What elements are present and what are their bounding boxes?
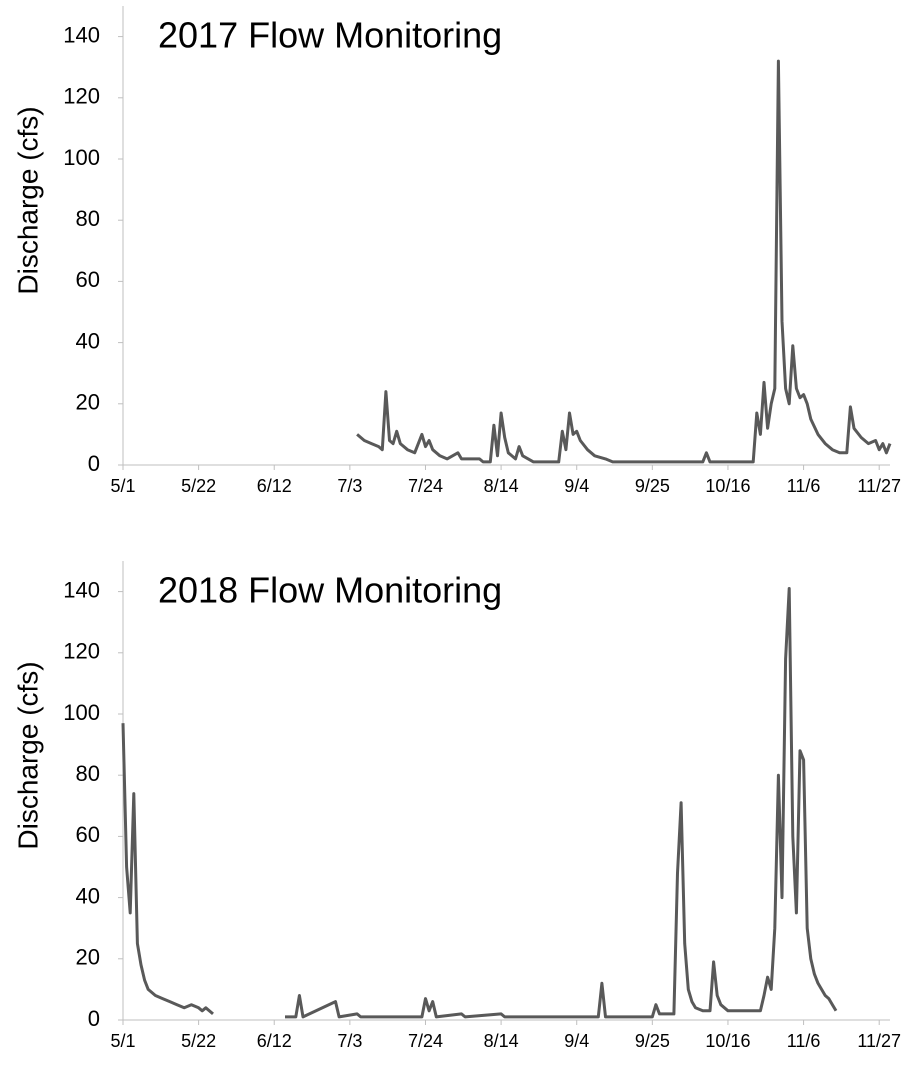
- y-axis-label: Discharge (cfs): [12, 106, 43, 294]
- x-tick-label: 11/6: [787, 1031, 821, 1051]
- x-tick-label: 10/16: [705, 1031, 750, 1051]
- x-tick-label: 6/12: [257, 1031, 292, 1051]
- x-tick-label: 11/6: [787, 476, 821, 496]
- x-tick-label: 5/1: [110, 1031, 135, 1051]
- y-tick-label: 40: [76, 328, 100, 353]
- y-tick-label: 60: [76, 267, 100, 292]
- x-tick-label: 10/16: [705, 476, 750, 496]
- x-tick-label: 7/24: [408, 1031, 443, 1051]
- x-tick-label: 7/24: [408, 476, 443, 496]
- y-tick-label: 120: [63, 639, 100, 664]
- x-tick-label: 5/22: [181, 1031, 216, 1051]
- flow-line: [121, 587, 838, 1019]
- x-tick-label: 6/12: [257, 476, 292, 496]
- x-tick-label: 8/14: [484, 1031, 519, 1051]
- x-tick-label: 9/25: [635, 1031, 670, 1051]
- x-tick-label: 11/27: [857, 1031, 901, 1051]
- y-tick-label: 40: [76, 883, 100, 908]
- y-tick-label: 0: [88, 1006, 100, 1031]
- chart-title: 2018 Flow Monitoring: [158, 570, 502, 611]
- x-tick-label: 8/14: [484, 476, 519, 496]
- x-tick-label: 7/3: [337, 1031, 362, 1051]
- x-tick-label: 9/4: [564, 476, 589, 496]
- x-tick-label: 7/3: [337, 476, 362, 496]
- y-tick-label: 60: [76, 822, 100, 847]
- x-tick-label: 11/27: [857, 476, 901, 496]
- y-tick-label: 80: [76, 761, 100, 786]
- y-tick-label: 140: [63, 577, 100, 602]
- y-axis-label: Discharge (cfs): [12, 661, 43, 849]
- y-tick-label: 120: [63, 84, 100, 109]
- flow-line: [356, 59, 892, 464]
- chart-title: 2017 Flow Monitoring: [158, 15, 502, 56]
- y-tick-label: 0: [88, 451, 100, 476]
- y-tick-label: 100: [63, 700, 100, 725]
- y-tick-label: 20: [76, 945, 100, 970]
- y-tick-label: 100: [63, 145, 100, 170]
- y-tick-label: 140: [63, 22, 100, 47]
- y-tick-label: 20: [76, 390, 100, 415]
- x-tick-label: 5/1: [110, 476, 135, 496]
- x-tick-label: 9/25: [635, 476, 670, 496]
- x-tick-label: 9/4: [564, 1031, 589, 1051]
- x-tick-label: 5/22: [181, 476, 216, 496]
- y-tick-label: 80: [76, 206, 100, 231]
